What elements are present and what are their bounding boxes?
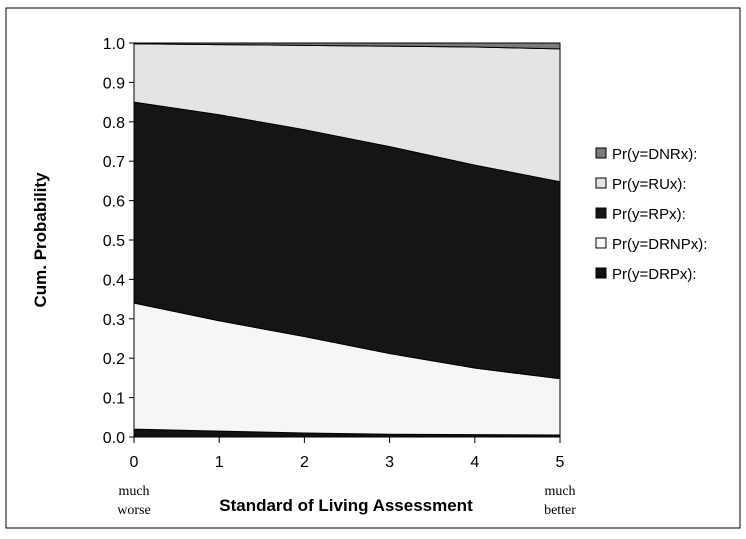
y-tick-label: 0.3 bbox=[103, 312, 125, 329]
x-end-label-left-line2: worse bbox=[117, 503, 150, 518]
area-pr-y-dnrx bbox=[133, 42, 561, 50]
legend-label-pr-y-drnpx: Pr(y=DRNPx): bbox=[612, 236, 707, 253]
legend-swatch-pr-y-drpx bbox=[595, 267, 607, 279]
y-tick-label: 0.7 bbox=[103, 154, 125, 171]
legend-label-pr-y-rpx: Pr(y=RPx): bbox=[612, 206, 686, 223]
x-axis-title: Standard of Living Assessment bbox=[219, 496, 473, 515]
legend-swatch-pr-y-rpx bbox=[595, 207, 607, 219]
legend-swatch-pr-y-drnpx bbox=[595, 237, 607, 249]
area-layers bbox=[133, 42, 561, 438]
x-end-label-right-line1: much bbox=[544, 484, 575, 499]
y-axis-title: Cum. Probability bbox=[31, 172, 50, 308]
y-tick-label: 0.2 bbox=[103, 351, 125, 368]
legend-label-pr-y-dnrx: Pr(y=DNRx): bbox=[612, 146, 697, 163]
x-tick-label: 4 bbox=[470, 454, 479, 471]
legend-label-pr-y-rux: Pr(y=RUx): bbox=[612, 176, 687, 193]
y-tick-label: 0.5 bbox=[103, 233, 125, 250]
x-tick-label: 5 bbox=[556, 454, 565, 471]
legend: Pr(y=DNRx): Pr(y=RUx): Pr(y=RPx): Pr(y=DRNP… bbox=[595, 146, 707, 283]
legend-swatch-pr-y-rux bbox=[595, 177, 607, 189]
y-tick-label: 0.8 bbox=[103, 115, 125, 132]
x-tick-label: 3 bbox=[385, 454, 394, 471]
x-tick-label: 2 bbox=[300, 454, 309, 471]
y-axis-ticks: 0.0 0.1 0.2 0.3 0.4 0.5 0.6 0.7 0.8 0.9 1.0 bbox=[103, 36, 134, 447]
y-tick-label: 1.0 bbox=[103, 36, 125, 53]
y-tick-label: 0.6 bbox=[103, 194, 125, 211]
y-tick-label: 0.1 bbox=[103, 391, 125, 408]
y-tick-label: 0.0 bbox=[103, 430, 125, 447]
y-tick-label: 0.4 bbox=[103, 272, 125, 289]
x-end-label-left-line1: much bbox=[118, 484, 149, 499]
x-axis-ticks: 0 1 2 3 4 5 bbox=[130, 437, 565, 471]
x-tick-label: 1 bbox=[215, 454, 224, 471]
legend-swatch-pr-y-dnrx bbox=[595, 147, 607, 159]
y-tick-label: 0.9 bbox=[103, 75, 125, 92]
x-end-label-right-line2: better bbox=[544, 503, 576, 518]
x-tick-label: 0 bbox=[130, 454, 139, 471]
legend-label-pr-y-drpx: Pr(y=DRPx): bbox=[612, 266, 697, 283]
